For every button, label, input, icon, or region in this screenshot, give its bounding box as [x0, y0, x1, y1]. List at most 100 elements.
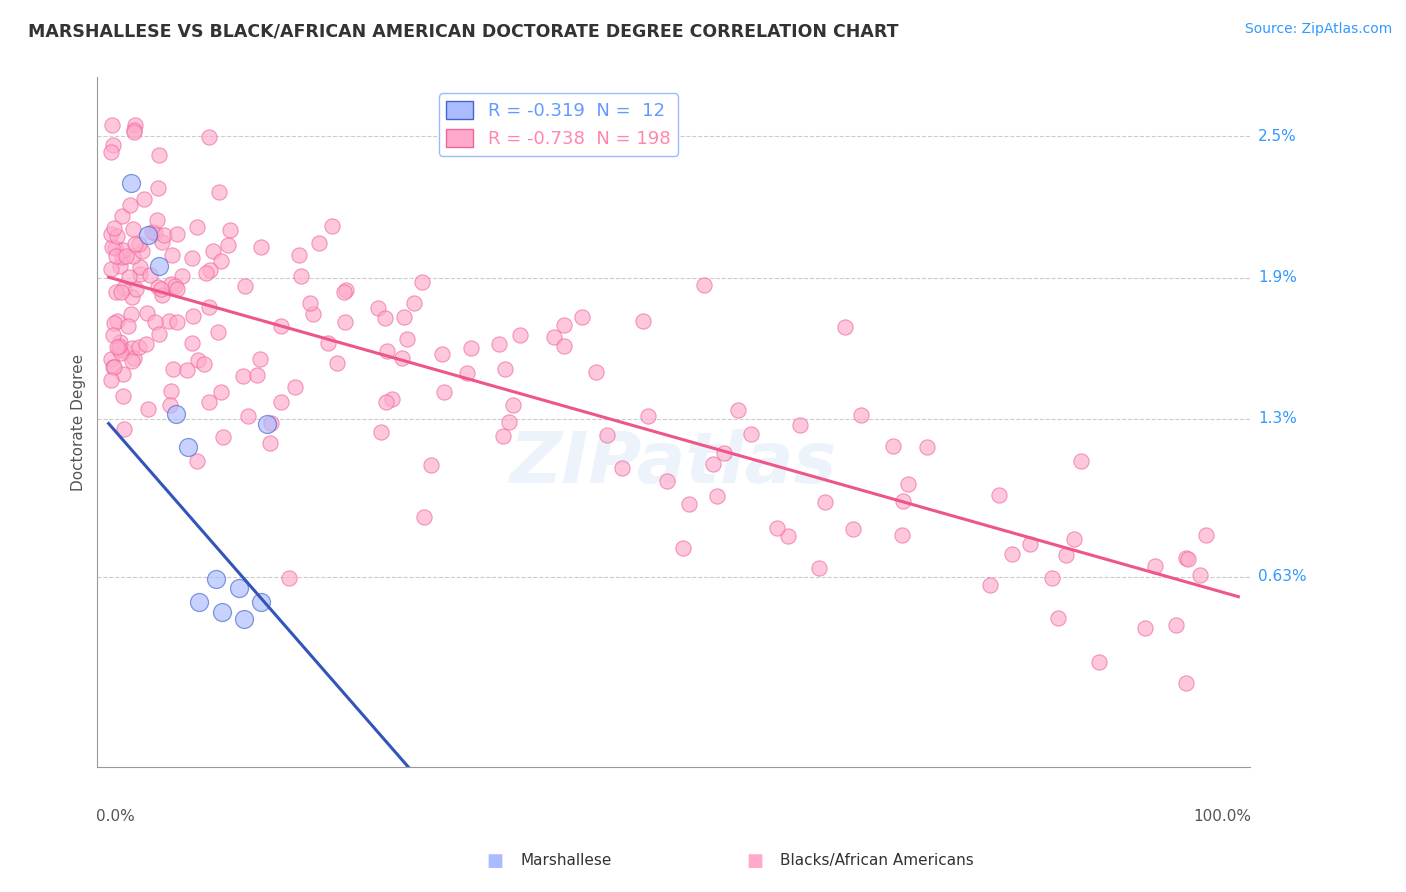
Point	[111, 389, 134, 403]
Point	[159, 314, 181, 328]
Point	[176, 362, 198, 376]
Point	[713, 446, 735, 460]
Point	[270, 395, 292, 409]
Point	[228, 582, 250, 596]
Point	[136, 306, 159, 320]
Point	[201, 244, 224, 258]
Text: ■: ■	[747, 852, 763, 870]
Point	[893, 494, 915, 508]
Point	[124, 237, 146, 252]
Point	[148, 279, 170, 293]
Point	[193, 357, 215, 371]
Point	[166, 315, 188, 329]
Point	[122, 249, 145, 263]
Point	[1040, 571, 1063, 585]
Point	[103, 360, 125, 375]
Point	[849, 408, 872, 422]
Legend: R = -0.319  N =  12, R = -0.738  N = 198: R = -0.319 N = 12, R = -0.738 N = 198	[439, 94, 678, 155]
Point	[419, 458, 441, 472]
Point	[391, 351, 413, 365]
Point	[100, 373, 122, 387]
Point	[207, 325, 229, 339]
Point	[117, 319, 139, 334]
Point	[197, 395, 219, 409]
Point	[706, 490, 728, 504]
Point	[150, 282, 173, 296]
Point	[655, 474, 678, 488]
Point	[250, 239, 273, 253]
Point	[172, 268, 194, 283]
Point	[1054, 548, 1077, 562]
Point	[103, 316, 125, 330]
Point	[290, 268, 312, 283]
Point	[150, 235, 173, 249]
Point	[111, 368, 134, 382]
Point	[596, 428, 619, 442]
Point	[124, 118, 146, 132]
Point	[194, 266, 217, 280]
Point	[1070, 454, 1092, 468]
Point	[1088, 655, 1111, 669]
Point	[1189, 567, 1212, 582]
Text: 1.3%: 1.3%	[1258, 411, 1296, 426]
Point	[101, 138, 124, 153]
Point	[115, 249, 138, 263]
Point	[299, 296, 322, 310]
Point	[112, 243, 135, 257]
Point	[374, 311, 396, 326]
Point	[979, 578, 1001, 592]
Point	[177, 440, 200, 454]
Point	[332, 285, 354, 299]
Point	[494, 362, 516, 376]
Point	[114, 343, 136, 358]
Text: ZIPatlas: ZIPatlas	[510, 429, 837, 499]
Point	[1063, 532, 1085, 546]
Point	[1143, 559, 1166, 574]
Point	[509, 327, 531, 342]
Point	[111, 250, 134, 264]
Point	[882, 439, 904, 453]
Point	[105, 228, 128, 243]
Point	[284, 380, 307, 394]
Point	[143, 226, 166, 240]
Point	[492, 429, 515, 443]
Point	[101, 240, 124, 254]
Point	[404, 296, 426, 310]
Point	[260, 416, 283, 430]
Point	[814, 495, 837, 509]
Point	[107, 313, 129, 327]
Point	[100, 145, 122, 160]
Point	[186, 219, 208, 234]
Point	[122, 125, 145, 139]
Point	[146, 181, 169, 195]
Point	[166, 282, 188, 296]
Point	[502, 399, 524, 413]
Point	[488, 337, 510, 351]
Point	[134, 192, 156, 206]
Point	[118, 270, 141, 285]
Point	[103, 359, 125, 374]
Point	[381, 392, 404, 406]
Point	[186, 454, 208, 468]
Point	[277, 571, 299, 585]
Point	[198, 130, 221, 145]
Point	[233, 612, 256, 626]
Point	[131, 244, 153, 258]
Point	[259, 435, 281, 450]
Point	[143, 315, 166, 329]
Point	[1175, 675, 1198, 690]
Point	[236, 409, 259, 424]
Text: ■: ■	[486, 852, 503, 870]
Point	[148, 326, 170, 341]
Point	[160, 384, 183, 399]
Text: MARSHALLESE VS BLACK/AFRICAN AMERICAN DOCTORATE DEGREE CORRELATION CHART: MARSHALLESE VS BLACK/AFRICAN AMERICAN DO…	[28, 22, 898, 40]
Point	[120, 198, 142, 212]
Point	[308, 236, 330, 251]
Point	[375, 395, 398, 409]
Point	[101, 327, 124, 342]
Point	[1001, 547, 1024, 561]
Point	[110, 285, 132, 300]
Point	[162, 362, 184, 376]
Point	[1177, 551, 1199, 566]
Point	[1019, 537, 1042, 551]
